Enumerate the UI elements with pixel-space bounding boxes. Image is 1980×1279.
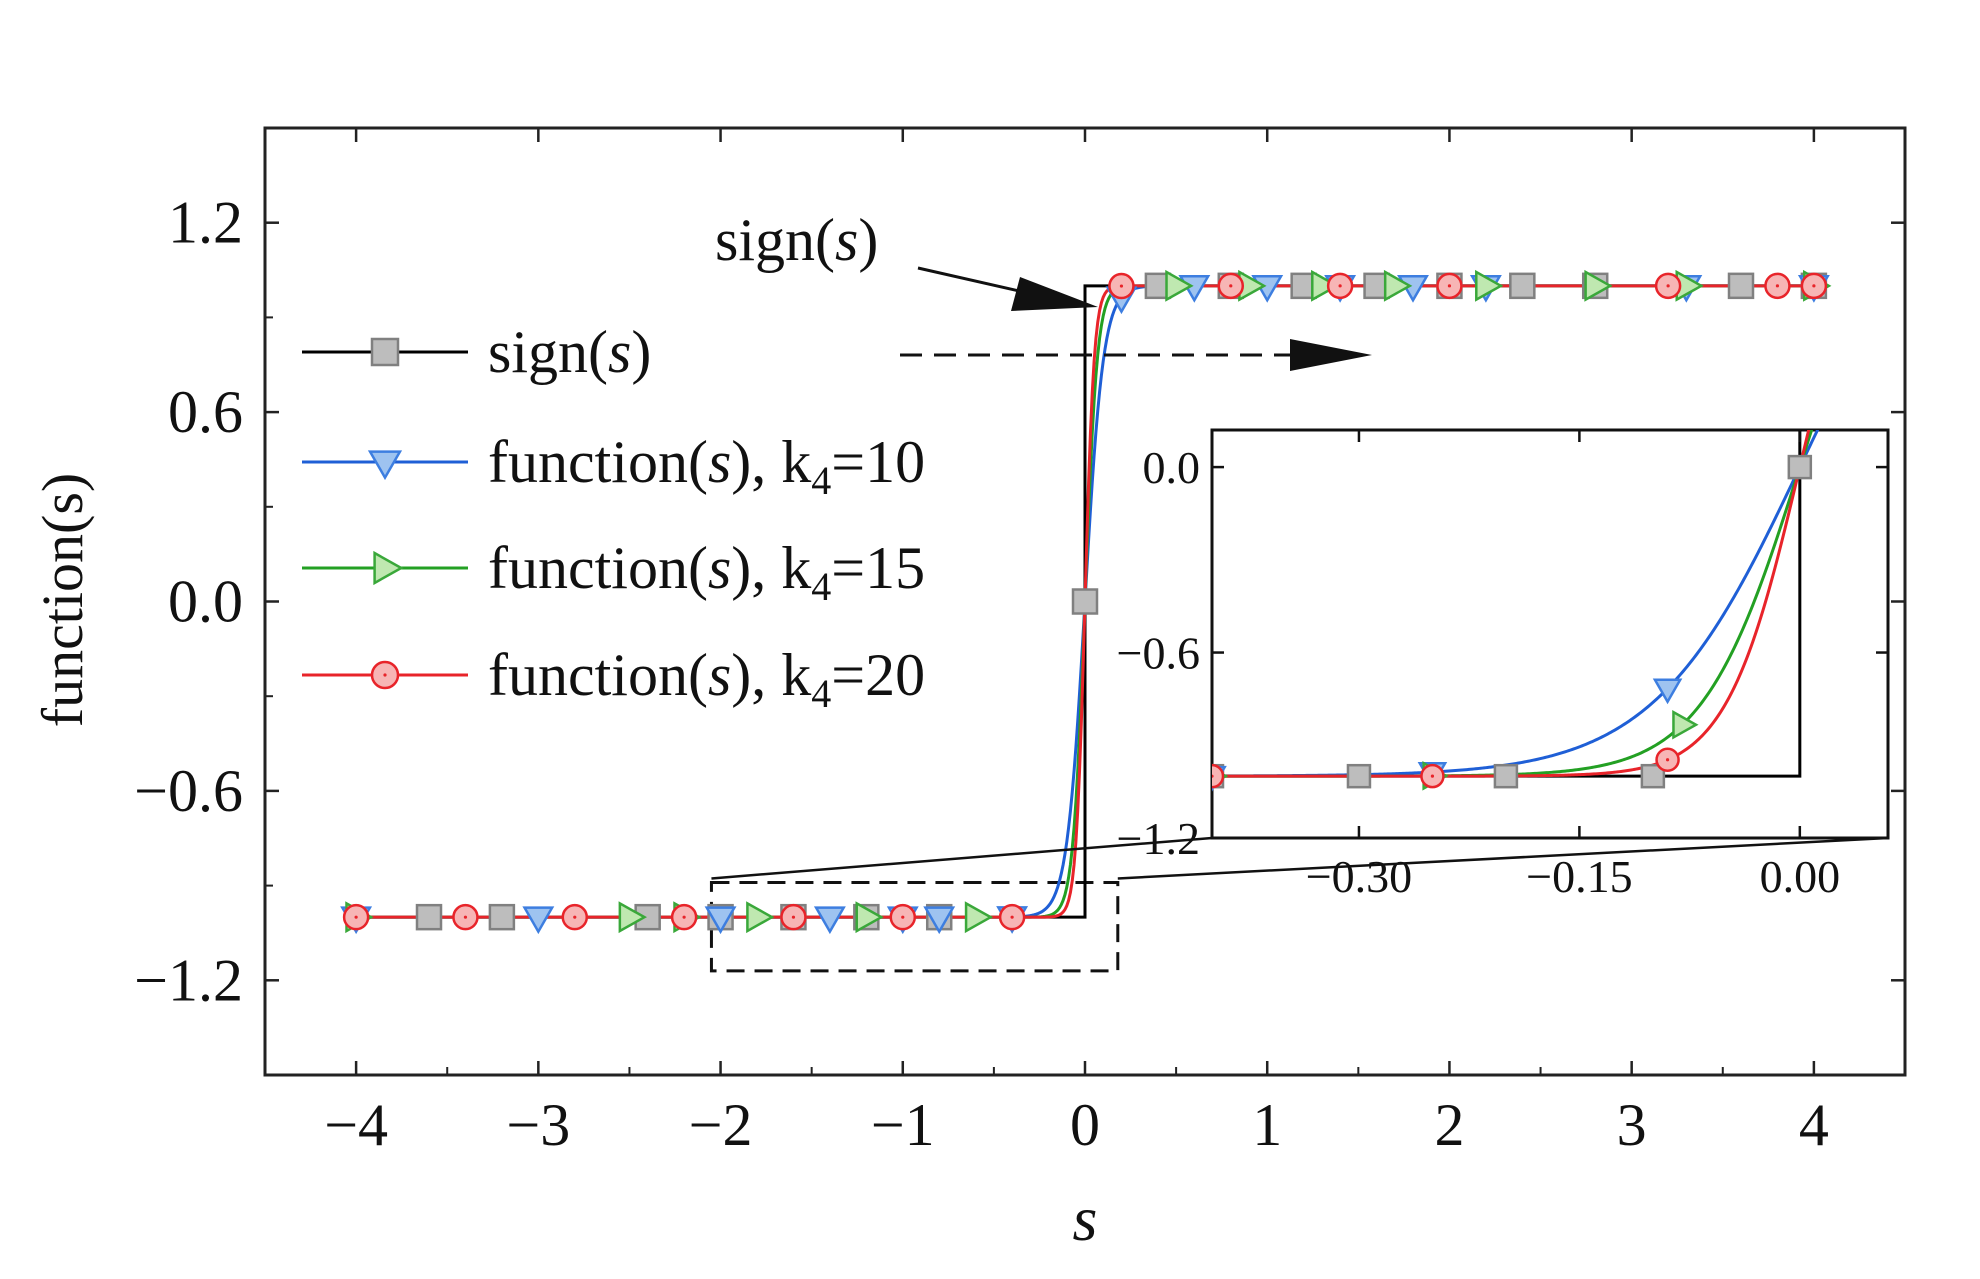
inset-frame <box>1210 428 1890 840</box>
circle-marker-dot <box>901 915 905 919</box>
square-marker <box>1640 763 1666 789</box>
y-tick-label: −0.6 <box>134 758 243 824</box>
arrow-head <box>1290 339 1372 371</box>
circle-marker-dot <box>383 673 387 677</box>
circle-marker-dot <box>1812 284 1816 288</box>
inset-x-tick-label: −0.15 <box>1526 851 1632 902</box>
triangle-right-marker <box>618 901 647 934</box>
triangle-down-marker <box>704 906 737 935</box>
circle-marker-dot <box>463 915 468 919</box>
triangle-right-marker <box>1584 269 1613 302</box>
triangle-down-marker <box>522 906 555 935</box>
inset-x-tick-label: −0.30 <box>1306 851 1412 902</box>
square-marker <box>1787 454 1813 480</box>
zoom-region-box <box>709 880 1120 973</box>
square-marker <box>1071 588 1099 615</box>
triangle-down-marker <box>1652 678 1683 705</box>
annotation-arrow-head <box>1011 277 1098 311</box>
square-marker <box>370 337 400 367</box>
triangle-right-marker <box>1311 269 1340 302</box>
sign-annotation-label: sign(s) <box>715 207 878 273</box>
circle-marker-dot <box>1338 284 1342 288</box>
triangle-right-marker <box>964 901 994 934</box>
circle-marker-dot <box>682 915 686 919</box>
triangle-right-marker <box>373 550 404 586</box>
circle-marker-dot <box>573 915 577 919</box>
y-tick-label: 1.2 <box>168 190 243 256</box>
inset-series-line <box>1212 430 1811 778</box>
square-marker <box>488 903 516 931</box>
inset-y-tick-label: 0.0 <box>1143 442 1201 493</box>
circle-marker-dot <box>1666 284 1670 288</box>
square-marker <box>1493 763 1519 789</box>
circle-marker-dot <box>1229 284 1233 288</box>
circle-marker-dot <box>1430 774 1435 778</box>
x-tick-label: −2 <box>689 1092 753 1158</box>
circle-marker-dot <box>1665 758 1670 762</box>
triangle-down-marker <box>813 906 846 935</box>
x-tick-label: −1 <box>871 1092 935 1158</box>
triangle-right-marker <box>1383 269 1413 302</box>
square-marker <box>1727 272 1755 300</box>
triangle-right-marker <box>1475 269 1504 302</box>
circle-marker-dot <box>354 915 358 919</box>
x-tick-label: 1 <box>1252 1092 1282 1158</box>
square-marker <box>415 903 443 931</box>
y-tick-label: 0.6 <box>168 379 243 445</box>
legend-label: sign(s) <box>488 319 651 385</box>
triangle-right-marker <box>746 901 775 934</box>
square-marker <box>1346 763 1372 789</box>
legend-label: function(s), k4=10 <box>488 429 925 503</box>
triangle-right-marker <box>1165 269 1194 302</box>
triangle-down-marker <box>923 906 956 935</box>
square-marker <box>1509 272 1536 300</box>
zoom-connector <box>711 836 1213 880</box>
triangle-down-marker <box>367 450 403 481</box>
circle-marker-dot <box>791 915 796 919</box>
x-axis-label: s <box>1073 1183 1098 1254</box>
x-tick-label: 4 <box>1799 1092 1829 1158</box>
y-tick-label: 0.0 <box>168 569 243 635</box>
inset-plot <box>1212 430 1820 792</box>
zoom-connector <box>1117 836 1889 880</box>
x-tick-label: 0 <box>1070 1092 1100 1158</box>
legend-label: function(s), k4=15 <box>488 535 925 609</box>
circle-marker-dot <box>1775 284 1780 288</box>
square-marker <box>634 903 661 931</box>
circle-marker-dot <box>1447 284 1452 288</box>
y-axis-label: function(s) <box>30 473 95 728</box>
circle-marker-dot <box>1010 915 1014 919</box>
x-tick-label: −3 <box>506 1092 570 1158</box>
circle-marker-dot <box>1212 774 1214 778</box>
inset-x-tick-label: 0.00 <box>1760 851 1841 902</box>
triangle-right-marker <box>855 901 884 934</box>
y-tick-label: −1.2 <box>134 947 243 1013</box>
inset-y-tick-label: −1.2 <box>1117 813 1200 864</box>
x-tick-label: 3 <box>1617 1092 1647 1158</box>
legend-label: function(s), k4=20 <box>488 642 925 716</box>
circle-marker <box>1212 763 1225 789</box>
circle-marker-dot <box>1119 284 1124 288</box>
inset-y-tick-label: −0.6 <box>1117 628 1200 679</box>
x-tick-label: 2 <box>1434 1092 1464 1158</box>
triangle-right-marker <box>1672 709 1699 740</box>
x-tick-label: −4 <box>324 1092 388 1158</box>
